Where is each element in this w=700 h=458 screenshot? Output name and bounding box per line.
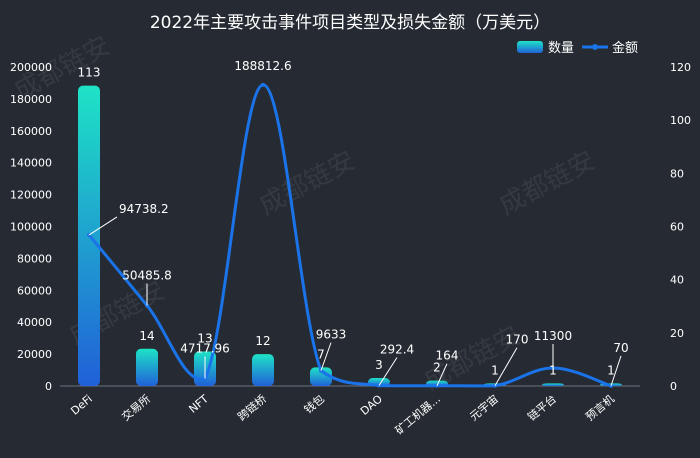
y-left-tick-label: 40000 [17,316,52,329]
axes: 0 20000 40000 60000 80000 100000 120000 140000 1… [10,61,691,437]
bar-value-label: 12 [255,334,270,348]
bar-value-label: 1 [607,363,615,377]
y-left-tick-label: 20000 [17,348,52,361]
y-left-tick-label: 0 [45,380,52,393]
line-label-leader [320,342,332,371]
y-left-tick-label: 200000 [10,61,52,74]
x-tick-label: 跨链桥 [235,392,269,424]
bar-value-label: 13 [197,331,212,345]
watermark-text: 成都链安 [254,146,360,221]
y-right-tick-label: 40 [670,274,684,287]
bar [310,367,332,386]
legend-bar-swatch [517,41,543,53]
amount-point [261,82,265,87]
line-value-label: 188812.6 [234,59,291,73]
bar-value-label: 1 [549,363,557,377]
bar [542,383,564,386]
legend-line-label: 金额 [612,40,638,56]
line-label-leader [610,355,622,387]
bar-value-label: 7 [317,347,325,361]
y-left-tick-label: 160000 [10,125,52,138]
watermark-text: 成都链安 [494,146,600,221]
line-label-leader [494,347,518,386]
line-value-label: 4717.96 [180,341,230,355]
line-value-label: 9633 [316,328,347,342]
y-right-tick-label: 80 [670,167,684,180]
line-value-label: 94738.2 [119,202,169,216]
x-tick-label: 预言机 [583,392,617,424]
x-tick-label: DAO [358,392,385,418]
x-tick-label: DeFi [68,392,95,417]
amount-line [87,83,612,388]
x-tick-label: 交易所 [119,392,153,424]
y-left-tick-label: 60000 [17,284,52,297]
bar-value-label: 113 [78,66,101,80]
line-value-label: 164 [436,349,459,363]
bar [252,354,274,386]
line-label-leader [88,216,118,236]
bar-value-label: 14 [139,329,154,343]
x-tick-label: 元宇宙 [467,392,501,424]
line-label-leader [378,357,398,386]
y-left-tick-label: 120000 [10,189,52,202]
y-left-tick-label: 140000 [10,157,52,170]
y-right-tick-label: 0 [670,380,677,393]
bar [136,348,158,386]
y-right-tick-label: 100 [670,114,691,127]
y-left-tick-label: 100000 [10,221,52,234]
y-left-tick-label: 80000 [17,252,52,265]
bar-series [78,85,622,386]
legend-line-dot [592,44,598,50]
y-right-tick-label: 120 [670,61,691,74]
line-value-label: 170 [506,333,529,347]
data-labels: 113 14 13 12 7 3 2 1 1 1 94738.2 50485.8 4717.96 1888… [78,59,629,387]
x-tick-label: NFT [186,392,211,416]
x-tick-label: 链平台 [525,392,559,424]
y-right-tick-label: 60 [670,221,684,234]
legend: 数量 金额 [517,40,638,56]
line-value-label: 11300 [534,329,572,343]
bar-value-label: 3 [375,358,383,372]
y-left-tick-label: 180000 [10,93,52,106]
line-value-label: 70 [613,341,628,355]
x-tick-label: 钱包 [301,392,327,417]
y-right-tick-label: 20 [670,327,684,340]
chart-title: 2022年主要攻击事件项目类型及损失金额（万美元） [150,13,550,33]
line-value-label: 292.4 [380,343,414,357]
x-tick-label: 矿工机器... [392,392,443,438]
bar-value-label: 2 [433,361,441,375]
line-value-label: 50485.8 [122,268,172,282]
line-label-leader [436,363,448,386]
legend-bar-label: 数量 [548,41,574,56]
bar-value-label: 1 [491,363,499,377]
